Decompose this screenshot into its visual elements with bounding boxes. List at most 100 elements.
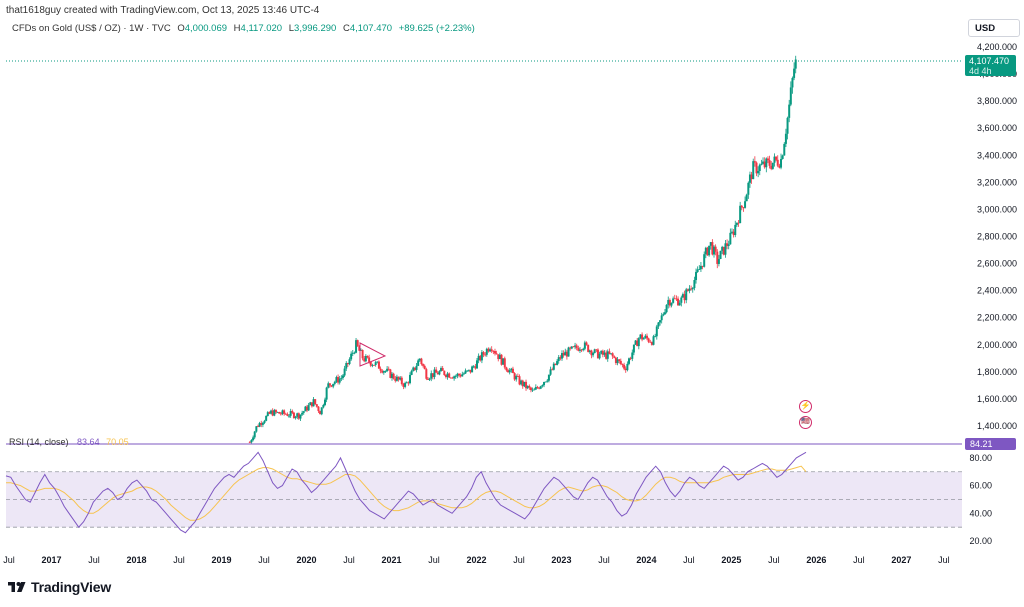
rsi-tick-label: 20.00 (969, 536, 992, 546)
candle (346, 362, 349, 367)
candle (410, 369, 413, 376)
candle (662, 312, 665, 317)
us-flag-icon[interactable]: 🇺🇸 (799, 416, 812, 429)
candle (601, 349, 604, 358)
candle (397, 376, 400, 382)
candle (688, 285, 691, 294)
candle (547, 374, 550, 383)
rsi-ma-line (6, 465, 807, 521)
candle (608, 348, 611, 355)
candle (737, 219, 740, 227)
candle (775, 156, 778, 162)
candle (611, 352, 614, 359)
time-tick-label: Jul (88, 555, 100, 565)
candle (531, 387, 534, 393)
candle (373, 364, 376, 366)
candle (441, 365, 444, 371)
candle (508, 368, 511, 375)
rsi-tick-label: 60.00 (969, 481, 992, 491)
candle (652, 334, 655, 346)
currency-button[interactable]: USD (968, 19, 1020, 37)
time-tick-label: Jul (343, 555, 355, 565)
candle (381, 369, 384, 374)
rsi-legend: RSI (14, close) 83.64 70.05 (9, 437, 129, 447)
candle (549, 366, 552, 376)
rsi-axis-tag: 84.21 (965, 438, 1016, 450)
candle (408, 372, 411, 385)
candle (353, 351, 356, 355)
candle (391, 372, 394, 381)
ohlc-low: 3,996.290 (294, 23, 337, 34)
candle (596, 348, 599, 359)
candle (588, 349, 591, 354)
candle (413, 367, 416, 371)
candle (327, 381, 330, 389)
candle (333, 380, 336, 386)
candle (444, 374, 447, 379)
candle (302, 410, 305, 415)
candle (632, 344, 635, 356)
candle (644, 334, 647, 339)
candle (556, 359, 559, 366)
candle (567, 346, 570, 357)
rsi-ma-value: 70.05 (106, 437, 129, 447)
candle (717, 254, 720, 267)
candle (505, 366, 508, 372)
price-tick-label: 3,200.000 (977, 177, 1017, 187)
candle (562, 350, 565, 358)
candle (376, 361, 379, 364)
candle (698, 265, 701, 270)
candle (320, 407, 323, 416)
drawn-triangle-pattern (359, 342, 387, 367)
candle (603, 350, 606, 357)
candle (572, 346, 575, 348)
candle (765, 157, 768, 173)
candle (417, 358, 420, 367)
candle (335, 375, 338, 384)
candle (654, 333, 657, 338)
candle (766, 156, 769, 164)
candle (364, 354, 367, 363)
candle (660, 312, 663, 324)
candle (776, 155, 779, 168)
candle (762, 157, 765, 165)
candle (593, 348, 596, 354)
candle (575, 343, 578, 351)
tradingview-brand[interactable]: TradingView (8, 579, 111, 595)
candle (284, 412, 287, 415)
candle (250, 439, 253, 444)
candle (606, 349, 609, 362)
candle (422, 363, 425, 368)
candle (412, 366, 415, 372)
candle (423, 364, 426, 370)
ohlc-open-label: O (177, 23, 185, 34)
candle (794, 55, 797, 74)
candle (366, 355, 369, 359)
candle (289, 408, 292, 418)
candle (315, 404, 318, 408)
candle (650, 341, 653, 346)
candle (536, 385, 539, 389)
price-tick-label: 2,200.000 (977, 313, 1017, 323)
candle (482, 350, 485, 358)
lightning-icon[interactable]: ⚡ (799, 400, 812, 413)
candle (502, 358, 505, 365)
candle (356, 339, 359, 347)
candle (570, 346, 573, 350)
candle (484, 352, 487, 357)
candle (735, 222, 738, 227)
candle (276, 411, 279, 413)
price-tick-label: 2,800.000 (977, 232, 1017, 242)
candle (677, 296, 680, 306)
candle (619, 358, 622, 366)
candle (343, 365, 346, 378)
candle (641, 332, 644, 342)
candle (557, 355, 560, 364)
candle (706, 246, 709, 256)
time-tick-label: 2023 (551, 555, 571, 565)
candle (371, 363, 374, 368)
candle (793, 62, 796, 81)
candle (443, 370, 446, 376)
time-tick-label: Jul (853, 555, 865, 565)
